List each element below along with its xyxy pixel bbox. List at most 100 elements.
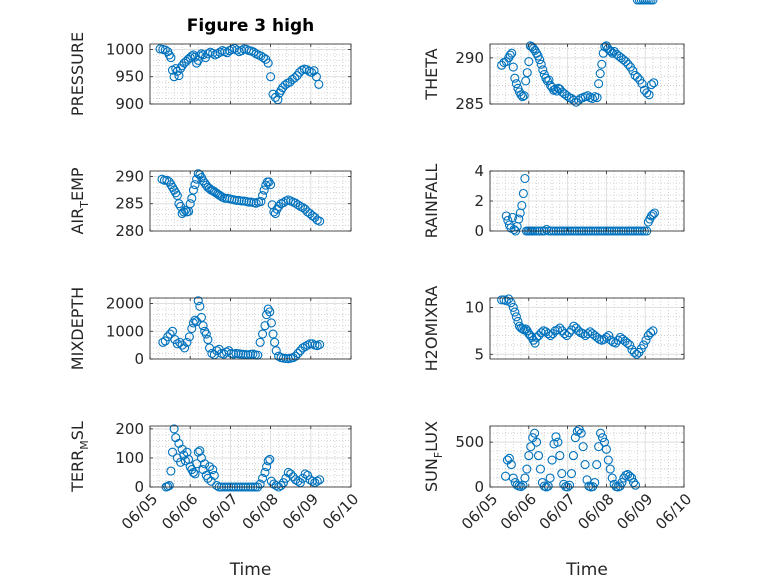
data-point bbox=[605, 464, 615, 474]
data-point bbox=[625, 340, 635, 350]
y-axis-label-part: SUN bbox=[422, 458, 441, 492]
axes-box bbox=[489, 425, 685, 488]
y-tick-label: 5 bbox=[474, 345, 484, 363]
data-point bbox=[201, 329, 211, 339]
data-point bbox=[538, 65, 548, 75]
data-point bbox=[536, 59, 546, 69]
data-point bbox=[630, 70, 640, 80]
data-point bbox=[587, 93, 597, 104]
data-point bbox=[524, 451, 534, 461]
y-axis-label-subscript: M bbox=[78, 440, 91, 450]
y-axis-label-part: LUX bbox=[422, 421, 441, 452]
data-point bbox=[535, 464, 545, 474]
data-point bbox=[290, 475, 301, 485]
data-point bbox=[639, 340, 649, 350]
data-point bbox=[262, 310, 272, 320]
data-point bbox=[237, 196, 247, 206]
data-point bbox=[648, 0, 658, 5]
data-point bbox=[508, 62, 518, 72]
data-point bbox=[603, 44, 613, 54]
data-point bbox=[262, 462, 272, 472]
data-point bbox=[177, 444, 187, 454]
y-tick-label: 0 bbox=[134, 350, 144, 368]
x-tick-label: 06/08 bbox=[239, 490, 282, 533]
plot-area bbox=[490, 44, 684, 104]
data-point bbox=[169, 424, 179, 434]
data-point bbox=[204, 462, 215, 472]
y-axis-label: THETA bbox=[422, 48, 441, 100]
data-point bbox=[629, 477, 639, 488]
data-point bbox=[244, 197, 254, 207]
x-axis-label: Time bbox=[565, 560, 608, 580]
data-point bbox=[628, 66, 638, 76]
x-tick-label: 06/06 bbox=[497, 490, 540, 533]
data-point bbox=[641, 335, 651, 345]
data-point bbox=[627, 473, 637, 483]
data-point bbox=[649, 208, 660, 218]
data-point bbox=[266, 318, 276, 328]
y-axis-label: AIRTEMP bbox=[68, 167, 91, 234]
data-point bbox=[530, 338, 540, 348]
data-point bbox=[621, 56, 631, 67]
data-point bbox=[503, 215, 513, 226]
data-point bbox=[535, 55, 545, 65]
data-point bbox=[632, 349, 642, 359]
data-point bbox=[314, 79, 324, 89]
data-point bbox=[258, 329, 268, 339]
y-tick-label: 950 bbox=[115, 68, 144, 86]
data-point bbox=[613, 335, 623, 345]
data-point bbox=[518, 324, 528, 334]
data-point bbox=[274, 88, 284, 98]
data-point bbox=[642, 88, 652, 98]
data-point bbox=[597, 433, 608, 443]
axes-box bbox=[149, 43, 352, 105]
data-point bbox=[518, 92, 528, 102]
data-point bbox=[536, 328, 546, 338]
data-point bbox=[632, 72, 642, 82]
data-point bbox=[534, 330, 544, 341]
data-point bbox=[172, 66, 182, 76]
data-point bbox=[271, 346, 281, 356]
data-point bbox=[594, 442, 604, 452]
data-point bbox=[188, 185, 198, 195]
data-point bbox=[590, 477, 600, 488]
axes-box bbox=[149, 425, 352, 488]
data-point bbox=[583, 329, 593, 339]
data-point bbox=[200, 459, 210, 469]
data-point bbox=[258, 473, 268, 483]
data-point bbox=[564, 328, 574, 338]
data-point bbox=[209, 470, 219, 480]
data-point bbox=[553, 437, 563, 447]
x-axis-label: Time bbox=[229, 560, 272, 580]
data-point bbox=[639, 85, 649, 95]
data-point bbox=[617, 477, 627, 488]
y-tick-label: 0 bbox=[474, 222, 484, 240]
y-axis-label: SUNFLUX bbox=[422, 421, 445, 492]
data-point bbox=[501, 211, 511, 221]
x-tick-label: 06/07 bbox=[536, 490, 579, 533]
data-point bbox=[174, 199, 184, 209]
data-point bbox=[290, 73, 300, 83]
data-point bbox=[315, 475, 325, 485]
series-markers bbox=[497, 294, 658, 359]
data-point bbox=[522, 68, 532, 78]
data-point bbox=[270, 337, 280, 347]
data-point bbox=[232, 45, 242, 55]
series-markers bbox=[157, 169, 325, 226]
y-tick-label: 2 bbox=[474, 192, 484, 210]
data-point bbox=[315, 340, 325, 350]
data-point bbox=[167, 326, 178, 336]
data-point bbox=[508, 302, 518, 312]
data-point bbox=[648, 326, 658, 336]
data-point bbox=[164, 177, 174, 187]
data-point bbox=[557, 468, 567, 479]
data-point bbox=[169, 185, 179, 195]
y-tick-label: 4 bbox=[474, 162, 484, 180]
data-point bbox=[510, 73, 520, 83]
data-point bbox=[520, 173, 530, 184]
data-point bbox=[564, 480, 575, 490]
data-point bbox=[256, 51, 266, 61]
y-tick-label: 290 bbox=[115, 167, 144, 185]
data-point bbox=[190, 180, 200, 190]
data-point bbox=[569, 321, 579, 331]
